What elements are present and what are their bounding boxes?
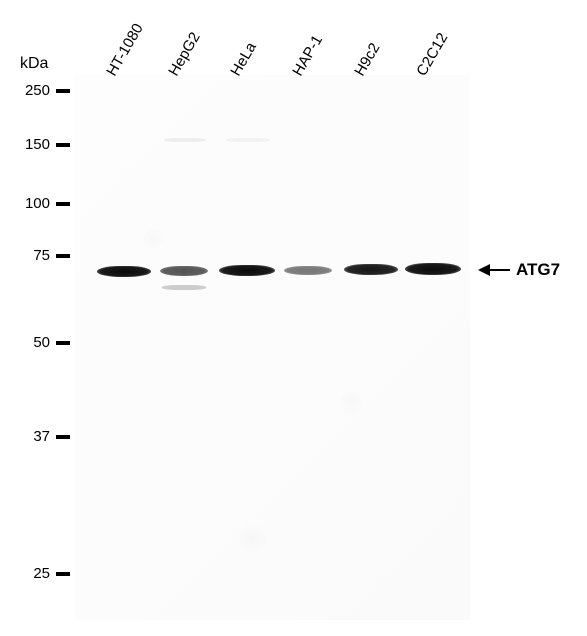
band-lane-6: [405, 263, 461, 275]
mw-marker-50: 50: [20, 334, 70, 351]
arrow-icon: [480, 269, 510, 271]
faint-band-2: [164, 138, 206, 142]
lane-label-HeLa: HeLa: [227, 39, 260, 79]
faint-band-3: [226, 138, 270, 142]
lane-label-H9c2: H9c2: [351, 40, 383, 79]
mw-marker-75: 75: [20, 247, 70, 264]
protein-name: ATG7: [516, 260, 560, 280]
mw-marker-150: 150: [20, 136, 70, 153]
band-lane-4: [284, 266, 332, 275]
mw-marker-25: 25: [20, 565, 70, 582]
mw-marker-37: 37: [20, 428, 70, 445]
band-lane-5: [344, 264, 398, 275]
faint-band-1: [162, 285, 206, 290]
lane-label-C2C12: C2C12: [413, 30, 451, 79]
lane-label-HepG2: HepG2: [165, 29, 203, 79]
lane-label-HAP-1: HAP-1: [289, 32, 326, 79]
protein-label: ATG7: [480, 260, 560, 280]
band-lane-3: [219, 265, 275, 276]
blot-container: kDa 250 150 100 75 50 37 25 HT-1080 HepG2 HeLa HA…: [0, 0, 587, 636]
lane-label-HT-1080: HT-1080: [103, 21, 146, 79]
band-lane-1: [97, 266, 151, 277]
y-axis-unit: kDa: [20, 55, 48, 73]
mw-marker-250: 250: [20, 82, 70, 99]
band-lane-2: [160, 266, 208, 276]
membrane-noise: [75, 75, 470, 620]
mw-marker-100: 100: [20, 195, 70, 212]
